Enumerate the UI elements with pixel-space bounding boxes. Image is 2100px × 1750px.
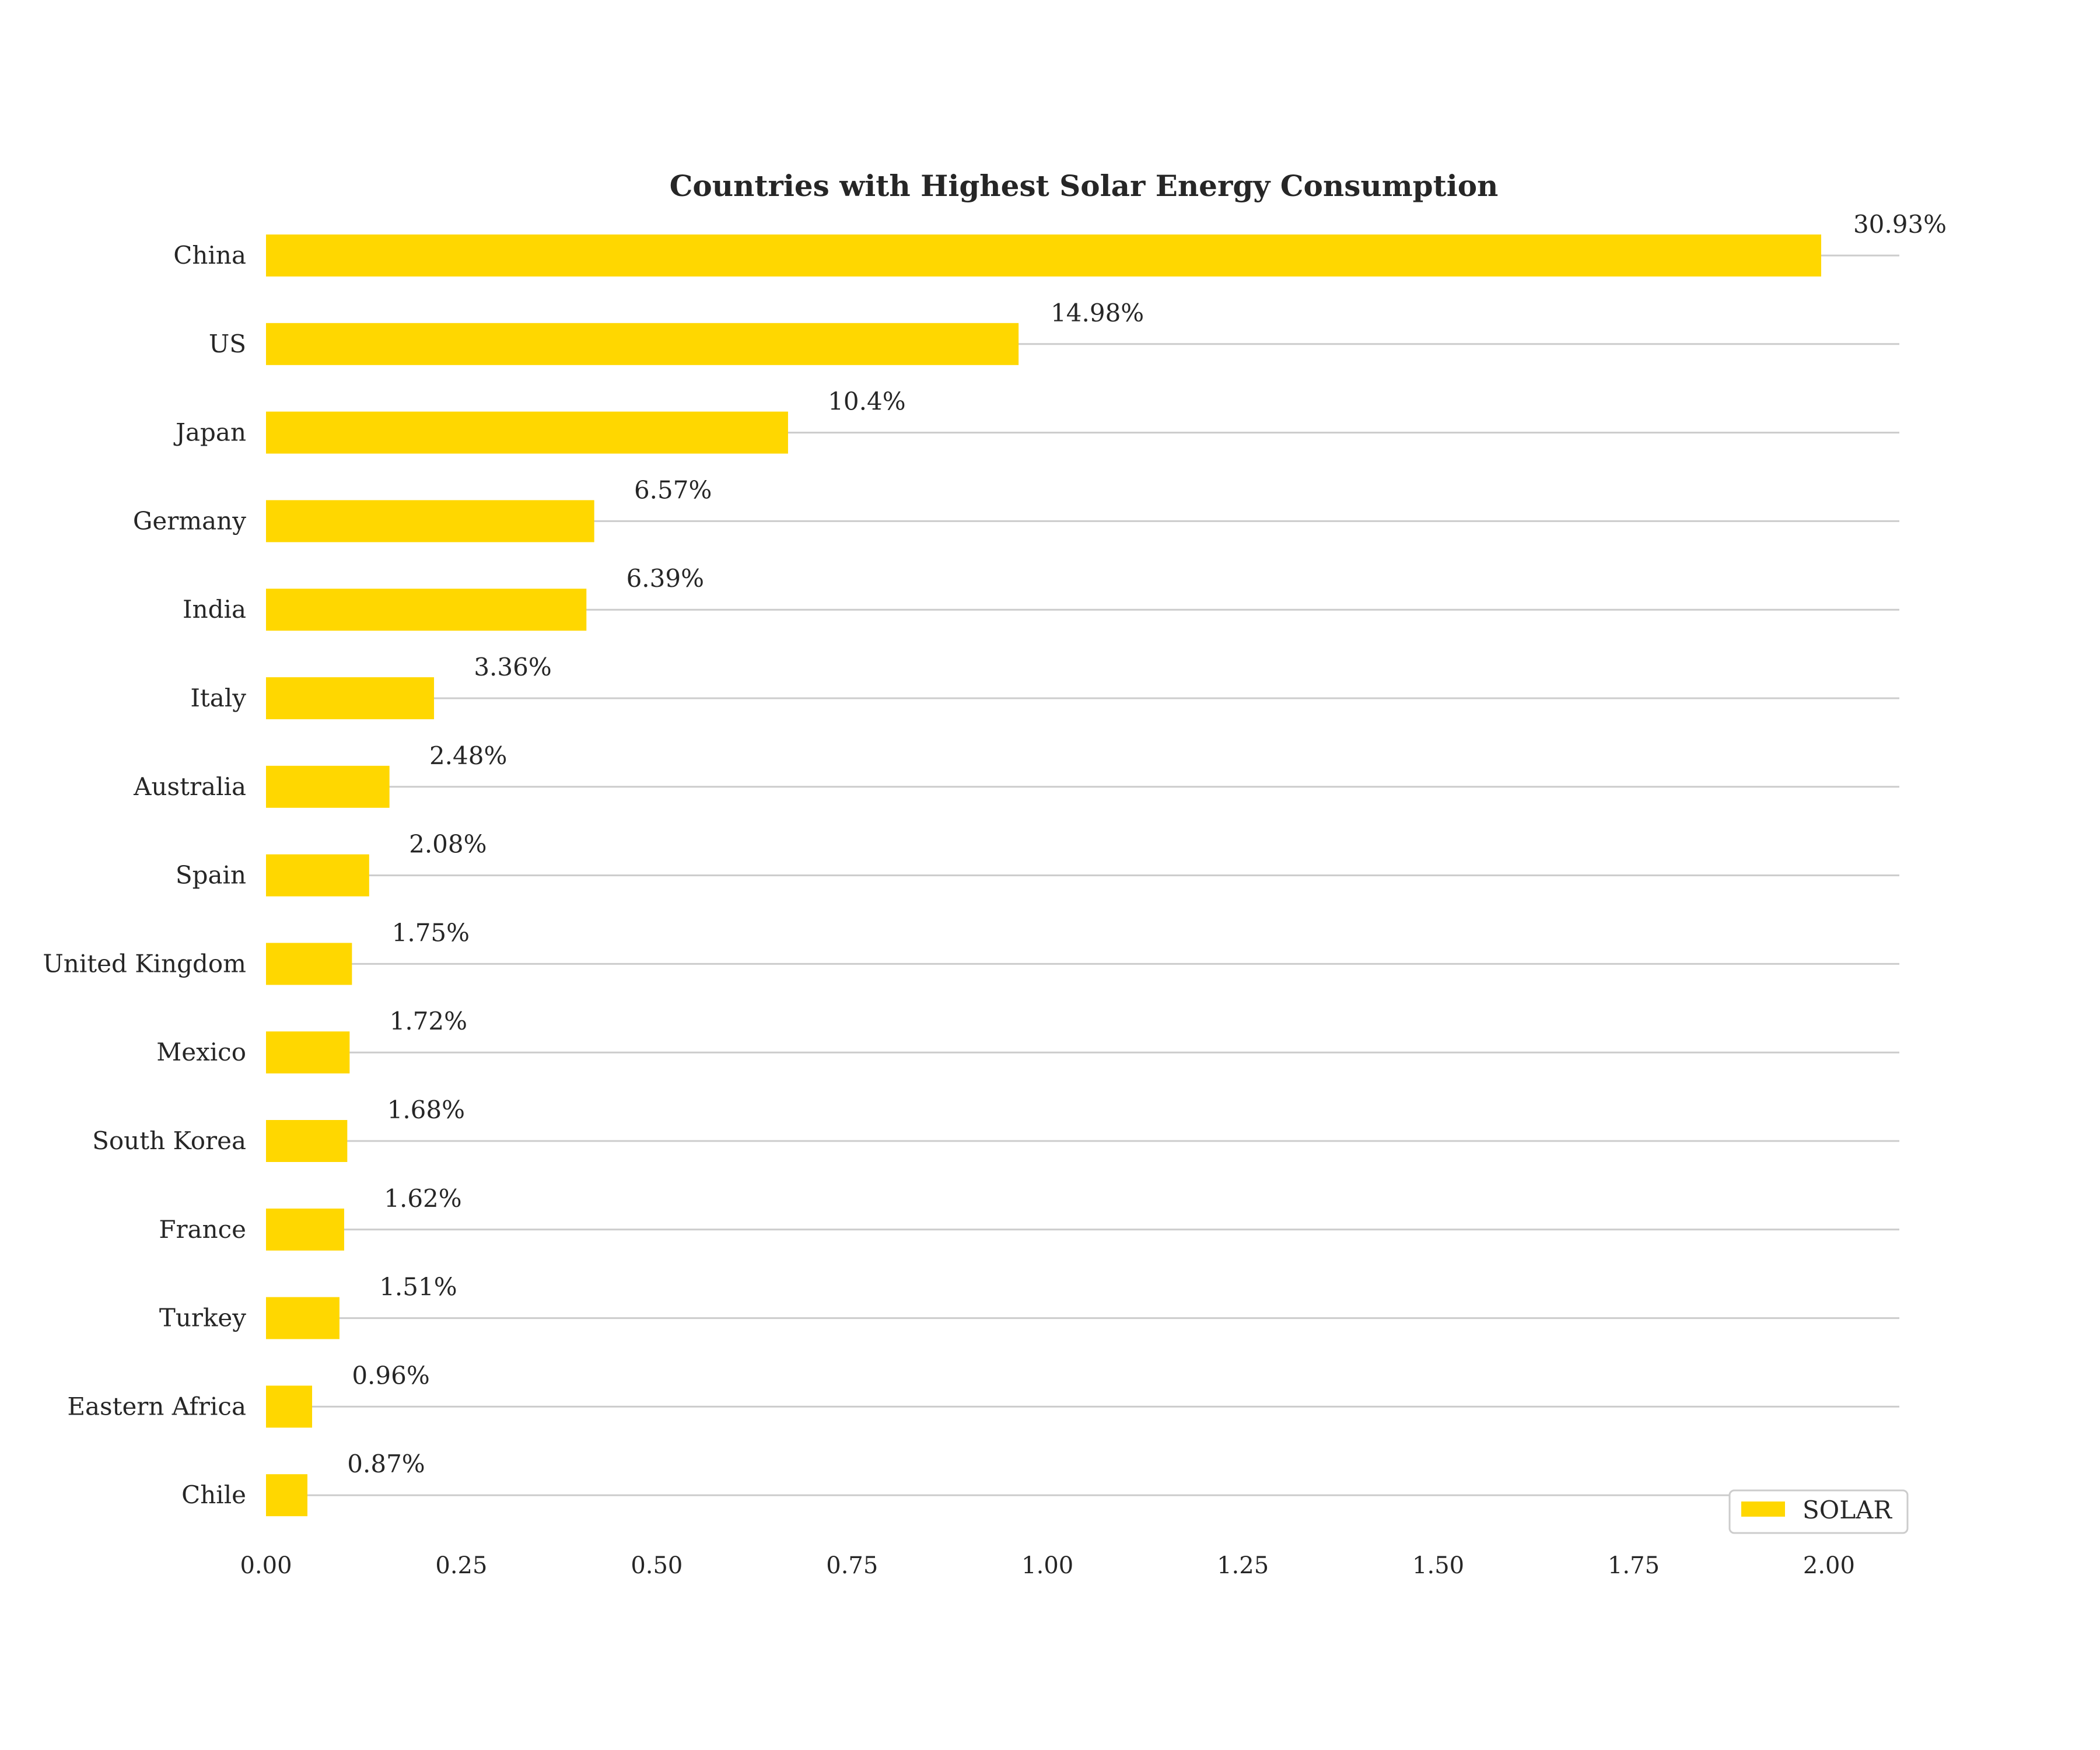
y-tick-label: Eastern Africa [67, 1392, 246, 1420]
y-tick-label: Germany [133, 506, 246, 535]
y-tick-label: Mexico [156, 1038, 246, 1066]
x-tick-label: 0.00 [240, 1552, 292, 1579]
x-tick-label: 0.50 [631, 1552, 682, 1579]
bar [266, 1385, 313, 1428]
bar [266, 854, 369, 897]
grid-layer [266, 254, 1899, 1496]
label-layer: 30.93% 14.98% 10.4% 6.57% 6.39% 3.36% 2.48% 2.0… [347, 210, 1947, 1478]
x-tick-label: 1.25 [1217, 1552, 1269, 1579]
data-label: 1.75% [392, 918, 470, 947]
y-tick-label: Italy [190, 684, 246, 712]
x-tick-label: 1.50 [1412, 1552, 1464, 1579]
data-label: 6.39% [626, 564, 704, 593]
data-label: 0.96% [352, 1361, 429, 1390]
x-tick-label: 1.00 [1021, 1552, 1073, 1579]
x-tick-label: 0.75 [826, 1552, 878, 1579]
legend: SOLAR [1728, 1489, 1909, 1534]
data-label: 0.87% [347, 1450, 425, 1478]
y-tick-label: China [173, 241, 246, 270]
y-tick-label: US [209, 330, 246, 358]
x-axis-tick-labels: 0.00 0.25 0.50 0.75 1.00 1.25 1.50 1.75 2.00 [240, 1552, 1854, 1579]
data-label: 2.08% [409, 830, 487, 859]
data-label: 14.98% [1051, 299, 1144, 327]
bar [266, 1208, 344, 1251]
bar [266, 1297, 340, 1339]
data-label: 10.4% [828, 387, 905, 416]
bar [266, 235, 1822, 276]
data-label: 1.68% [387, 1096, 465, 1124]
data-label: 1.51% [379, 1273, 457, 1301]
data-label: 1.62% [384, 1184, 461, 1213]
y-tick-label: Spain [176, 861, 246, 890]
data-label: 30.93% [1853, 210, 1947, 239]
legend-label: SOLAR [1803, 1496, 1892, 1524]
bar [266, 1474, 308, 1517]
bar [266, 589, 587, 631]
legend-swatch [1741, 1502, 1785, 1517]
bar [266, 677, 435, 719]
y-tick-label: Australia [133, 772, 246, 801]
bar [266, 1031, 350, 1074]
x-tick-label: 1.75 [1608, 1552, 1660, 1579]
y-tick-label: Japan [173, 418, 246, 447]
bar [266, 411, 788, 454]
bar-layer [266, 235, 1822, 1517]
data-label: 2.48% [429, 741, 507, 770]
y-tick-label: India [183, 595, 246, 624]
y-tick-label: Chile [181, 1480, 246, 1509]
y-tick-label: Turkey [159, 1304, 246, 1332]
y-tick-label: United Kingdom [43, 949, 246, 978]
chart-title: Countries with Highest Solar Energy Cons… [670, 169, 1499, 203]
legend-frame [1728, 1489, 1909, 1534]
bar [266, 1120, 348, 1162]
bar [266, 323, 1019, 365]
data-label: 1.72% [390, 1007, 467, 1035]
data-label: 3.36% [474, 653, 551, 681]
bar [266, 943, 352, 985]
bar [266, 765, 390, 808]
bar [266, 500, 594, 542]
data-label: 6.57% [634, 475, 712, 504]
y-tick-label: South Korea [92, 1126, 246, 1155]
y-tick-label: France [159, 1215, 246, 1244]
x-tick-label: 0.25 [435, 1552, 487, 1579]
x-tick-label: 2.00 [1803, 1552, 1855, 1579]
y-axis-tick-labels: China US Japan Germany India Italy Australia Sp… [43, 241, 246, 1509]
